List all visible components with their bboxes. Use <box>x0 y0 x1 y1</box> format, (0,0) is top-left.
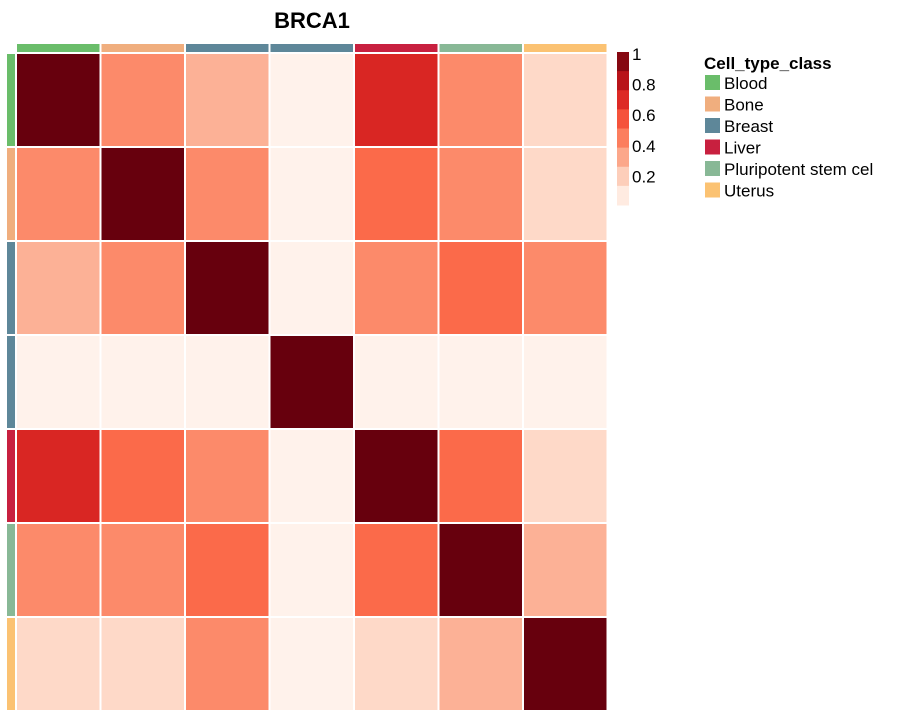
heatmap-cell-5-3 <box>270 524 353 616</box>
heatmap-cell-5-2 <box>186 524 269 616</box>
heatmap-cell-5-5 <box>439 524 522 616</box>
column-annotation-blood <box>17 44 100 52</box>
legend-label-blood: Blood <box>724 74 767 93</box>
heatmap-cell-4-3 <box>270 430 353 522</box>
heatmap-cell-3-4 <box>355 336 438 428</box>
color-scale-segment <box>617 109 629 129</box>
heatmap-cell-4-2 <box>186 430 269 522</box>
color-scale-segment <box>617 128 629 149</box>
heatmap-cell-2-0 <box>17 242 100 334</box>
column-annotation-breast <box>186 44 269 52</box>
heatmap-cell-1-4 <box>355 148 438 240</box>
legend-label-bone: Bone <box>724 96 764 115</box>
heatmap-cell-0-4 <box>355 54 438 146</box>
heatmap-cell-4-6 <box>524 430 607 522</box>
legend-swatch-breast <box>705 118 720 133</box>
heatmap-cell-3-1 <box>101 336 184 428</box>
heatmap-cell-4-1 <box>101 430 184 522</box>
heatmap-cell-3-2 <box>186 336 269 428</box>
color-scale-tick-label: 0.6 <box>632 106 656 125</box>
heatmap-cell-1-2 <box>186 148 269 240</box>
heatmap-cell-1-0 <box>17 148 100 240</box>
heatmap-cell-2-3 <box>270 242 353 334</box>
color-scale-segment <box>617 52 629 72</box>
heatmap-cell-6-1 <box>101 618 184 710</box>
heatmap-cell-6-4 <box>355 618 438 710</box>
heatmap-cell-5-4 <box>355 524 438 616</box>
heatmap-cell-5-6 <box>524 524 607 616</box>
heatmap-cell-0-3 <box>270 54 353 146</box>
class-legend: Cell_type_class Blood Bone Breast Liver Plur… <box>704 54 873 201</box>
column-annotation-bone <box>101 44 184 52</box>
legend-swatch-pluripotent-stem-cel <box>705 161 720 176</box>
heatmap-cell-2-5 <box>439 242 522 334</box>
heatmap-cell-4-4 <box>355 430 438 522</box>
color-scale-tick-label: 0.4 <box>632 137 656 156</box>
row-annotation-liver <box>7 430 15 522</box>
row-annotation-uterus <box>7 618 15 710</box>
row-annotation-blood <box>7 54 15 146</box>
color-scale-segment <box>617 166 629 187</box>
heatmap-cell-3-0 <box>17 336 100 428</box>
heatmap-cell-0-1 <box>101 54 184 146</box>
legend-label-pluripotent-stem-cel: Pluripotent stem cel <box>724 160 873 179</box>
heatmap-cell-1-1 <box>101 148 184 240</box>
row-annotation-pluripotent-stem-cel <box>7 524 15 616</box>
row-annotation-bone <box>7 148 15 240</box>
column-annotation-bar <box>17 44 607 52</box>
column-annotation-uterus <box>524 44 607 52</box>
heatmap-cell-6-3 <box>270 618 353 710</box>
heatmap-cell-2-2 <box>186 242 269 334</box>
legend-swatch-bone <box>705 96 720 112</box>
heatmap-cell-1-6 <box>524 148 607 240</box>
color-scale-segment <box>617 71 629 91</box>
legend-title: Cell_type_class <box>704 54 832 73</box>
row-annotation-bar <box>7 54 15 710</box>
heatmap-cell-3-6 <box>524 336 607 428</box>
heatmap-cell-0-6 <box>524 54 607 146</box>
heatmap-cell-2-4 <box>355 242 438 334</box>
heatmap-cell-3-5 <box>439 336 522 428</box>
heatmap-cell-1-5 <box>439 148 522 240</box>
heatmap-cell-5-0 <box>17 524 100 616</box>
color-scale-legend: 1 0.8 0.6 0.4 0.2 <box>617 45 656 206</box>
legend-label-liver: Liver <box>724 139 761 158</box>
heatmap-cell-4-5 <box>439 430 522 522</box>
color-scale-tick-label: 0.8 <box>632 76 656 95</box>
heatmap-cell-3-3 <box>270 336 353 428</box>
color-scale-tick-label: 0.2 <box>632 167 656 186</box>
color-scale-tick-label: 1 <box>632 45 641 64</box>
color-scale-segment <box>617 185 629 206</box>
heatmap-cell-0-0 <box>17 54 100 146</box>
heatmap-cell-6-0 <box>17 618 100 710</box>
column-annotation-liver <box>355 44 438 52</box>
column-annotation-pluripotent-stem-cel <box>439 44 522 52</box>
heatmap-cells <box>17 54 607 710</box>
column-annotation-breast <box>270 44 353 52</box>
heatmap-cell-5-1 <box>101 524 184 616</box>
heatmap-cell-1-3 <box>270 148 353 240</box>
color-scale-segment <box>617 147 629 168</box>
heatmap-cell-6-2 <box>186 618 269 710</box>
heatmap-cell-4-0 <box>17 430 100 522</box>
heatmap-cell-6-5 <box>439 618 522 710</box>
legend-swatch-uterus <box>705 182 720 198</box>
chart-title: BRCA1 <box>274 8 350 33</box>
legend-swatch-blood <box>705 75 720 90</box>
legend-label-breast: Breast <box>724 117 773 136</box>
heatmap-cell-2-6 <box>524 242 607 334</box>
legend-label-uterus: Uterus <box>724 182 774 201</box>
legend-swatch-liver <box>705 139 720 155</box>
heatmap-cell-6-6 <box>524 618 607 710</box>
row-annotation-breast <box>7 242 15 334</box>
heatmap-cell-0-2 <box>186 54 269 146</box>
row-annotation-breast <box>7 336 15 428</box>
heatmap-cell-2-1 <box>101 242 184 334</box>
color-scale-segment <box>617 90 629 110</box>
heatmap-cell-0-5 <box>439 54 522 146</box>
